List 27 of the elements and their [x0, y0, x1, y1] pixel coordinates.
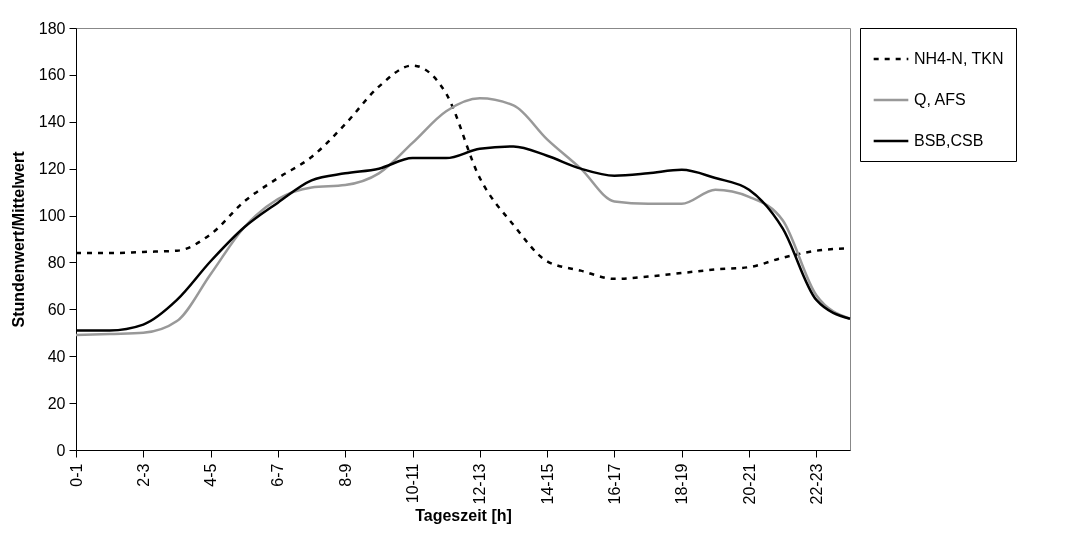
y-tick-label: 160 — [38, 66, 66, 84]
y-tick-label: 100 — [38, 207, 66, 225]
x-axis-title: Tageszeit [h] — [415, 507, 512, 525]
x-tick-label: 4-5 — [202, 463, 220, 487]
y-tick-label: 140 — [38, 113, 66, 131]
y-tick-label: 180 — [38, 19, 66, 37]
x-tick-label: 6-7 — [269, 463, 287, 487]
x-tick-label: 20-21 — [740, 463, 758, 505]
y-tick-label: 0 — [56, 441, 66, 459]
x-tick-label: 12-13 — [471, 463, 489, 505]
y-tick-label: 20 — [47, 394, 66, 412]
x-tick-label: 18-19 — [673, 463, 691, 505]
x-tick-label: 14-15 — [538, 463, 556, 505]
x-tick-label: 2-3 — [134, 463, 152, 487]
y-tick-label: 40 — [47, 347, 66, 365]
y-axis-title: Stundenwert/Mittelwert — [9, 150, 27, 328]
y-tick-label: 120 — [38, 160, 66, 178]
legend-label: Q, AFS — [914, 91, 966, 108]
x-tick-label: 0-1 — [67, 463, 85, 487]
x-tick-label: 22-23 — [807, 463, 825, 505]
x-tick-label: 16-17 — [605, 463, 623, 505]
y-tick-label: 80 — [47, 253, 66, 271]
x-tick-label: 10-11 — [404, 463, 422, 504]
x-tick-label: 8-9 — [336, 463, 354, 487]
legend-label: BSB,CSB — [914, 132, 984, 149]
legend-label: NH4-N, TKN — [914, 50, 1004, 67]
y-tick-label: 60 — [47, 300, 66, 318]
